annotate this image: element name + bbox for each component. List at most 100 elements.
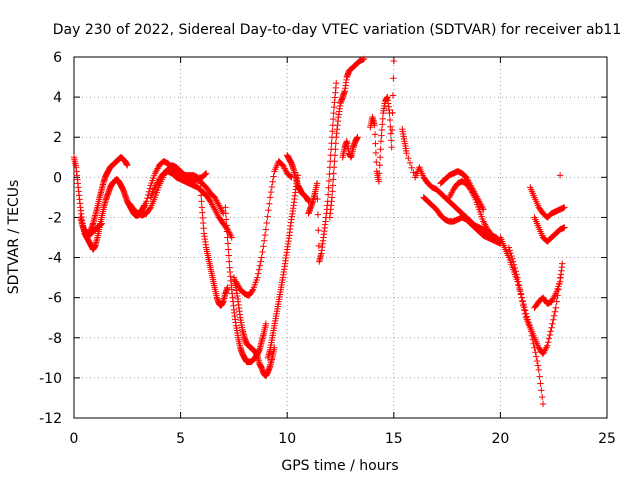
series-sv-k [264, 172, 302, 362]
data-point-marker [372, 140, 379, 147]
data-point-marker [324, 191, 332, 198]
data-point-marker [214, 211, 221, 218]
y-tick-label: -6 [48, 291, 62, 307]
data-point-marker [539, 400, 547, 408]
data-point-marker [144, 194, 151, 202]
data-point-marker [469, 190, 477, 198]
data-point-marker [215, 202, 223, 209]
data-point-marker [542, 345, 549, 353]
data-point-marker [213, 209, 220, 216]
series-sv-g [196, 174, 231, 309]
data-point-marker [98, 220, 105, 227]
series-sv-v [505, 244, 564, 358]
y-tick-label: 6 [53, 50, 62, 66]
data-point-marker [446, 192, 454, 199]
data-point-marker [255, 270, 262, 277]
data-point-marker [333, 79, 340, 87]
data-point-marker [325, 184, 332, 191]
data-point-marker [314, 211, 322, 218]
data-point-marker [517, 290, 525, 297]
data-point-marker [208, 199, 215, 207]
data-point-marker [479, 204, 486, 212]
data-point-marker [521, 310, 529, 317]
data-point-marker [261, 231, 269, 239]
data-point-marker [197, 192, 205, 199]
data-point-marker [151, 170, 159, 177]
series-sv-p [367, 57, 397, 185]
data-point-marker [218, 207, 225, 214]
data-point-marker [533, 357, 541, 365]
series-sv-w [527, 184, 568, 221]
data-point-marker [548, 298, 555, 305]
y-tick-label: -2 [48, 210, 62, 226]
data-point-marker [265, 207, 272, 214]
data-point-marker [223, 228, 231, 235]
y-axis-label: SDTVAR / TECUs [6, 180, 22, 295]
y-tick-label: 0 [53, 170, 62, 186]
data-point-marker [547, 328, 554, 335]
data-point-marker [371, 121, 378, 129]
data-point-marker [214, 200, 222, 208]
data-point-marker [332, 146, 339, 153]
x-tick-label: 10 [278, 431, 296, 447]
data-point-marker [376, 170, 383, 177]
data-point-marker [225, 246, 232, 253]
data-point-marker [550, 295, 557, 302]
data-point-marker [223, 222, 230, 229]
data-point-marker [552, 304, 560, 311]
data-point-marker [533, 353, 540, 360]
y-tick-label: -4 [48, 251, 62, 267]
series-sv-m [305, 79, 340, 265]
data-point-marker [264, 213, 271, 220]
data-point-marker [314, 195, 321, 203]
data-point-marker [546, 331, 554, 339]
data-point-marker [325, 177, 333, 185]
data-point-marker [403, 150, 410, 157]
data-point-marker [267, 188, 275, 196]
data-point-marker [330, 176, 337, 183]
series-sv-c [81, 220, 105, 239]
data-point-marker [234, 281, 241, 289]
data-point-marker [377, 146, 384, 153]
data-point-marker [329, 188, 336, 195]
data-point-marker [377, 138, 385, 145]
grid-lines [74, 57, 607, 418]
series-sv-f [147, 168, 235, 241]
data-point-marker [507, 249, 514, 257]
data-point-marker [376, 162, 383, 169]
chart-title: Day 230 of 2022, Sidereal Day-to-day VTE… [53, 22, 622, 38]
data-point-marker [223, 216, 230, 223]
data-point-marker [266, 194, 274, 201]
series-sv-x [531, 214, 568, 245]
data-point-marker [408, 164, 415, 171]
data-point-marker [372, 149, 380, 157]
data-point-marker [256, 262, 264, 269]
data-point-marker [146, 205, 154, 212]
data-point-marker [463, 174, 470, 181]
data-point-marker [390, 75, 397, 82]
data-point-marker [387, 130, 395, 137]
data-point-marker [151, 184, 159, 191]
data-point-marker [227, 232, 235, 240]
data-point-marker [196, 174, 203, 181]
series-sv-o [339, 134, 361, 161]
data-point-marker [544, 342, 551, 349]
data-point-marker [544, 338, 552, 346]
data-point-marker [224, 240, 232, 247]
data-point-marker [509, 255, 516, 262]
data-point-marker [447, 190, 455, 198]
data-point-marker [379, 115, 386, 122]
data-point-marker [268, 183, 276, 191]
data-point-marker [537, 380, 544, 387]
data-point-marker [202, 170, 209, 178]
series-sv-e [134, 158, 227, 217]
data-point-marker [216, 203, 224, 211]
data-point-marker [551, 308, 559, 315]
data-point-marker [548, 324, 555, 331]
data-point-marker [262, 320, 270, 327]
data-point-marker [152, 182, 160, 189]
data-point-marker [328, 194, 336, 201]
data-point-marker [222, 204, 229, 211]
data-point-marker [532, 349, 539, 356]
